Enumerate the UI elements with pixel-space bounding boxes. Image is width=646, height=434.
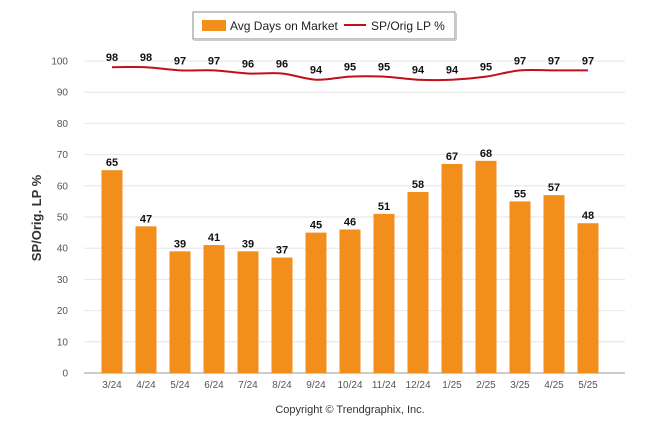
bar-data-label: 41: [208, 232, 220, 244]
y-axis-label: SP/Orig. LP %: [29, 174, 44, 261]
bar-data-label: 65: [106, 157, 118, 169]
y-tick-label: 30: [57, 275, 69, 286]
x-tick-label: 1/25: [442, 380, 462, 391]
chart: Avg Days on Market SP/Orig LP % 0 10 20 30 4…: [0, 0, 646, 434]
line-data-label: 97: [174, 55, 186, 67]
x-tick-label: 7/24: [238, 380, 258, 391]
y-tick-label: 60: [57, 181, 69, 192]
line-data-label: 97: [514, 55, 526, 67]
bar: [170, 251, 191, 373]
x-tick-label: 4/25: [544, 380, 564, 391]
bar-data-label: 68: [480, 148, 492, 160]
y-tick-label: 70: [57, 150, 69, 161]
bar: [408, 192, 429, 373]
line-data-label: 96: [276, 58, 288, 70]
bar: [476, 161, 497, 373]
bar: [204, 245, 225, 373]
y-tick-label: 10: [57, 337, 69, 348]
bar: [578, 223, 599, 373]
line-data-label: 94: [446, 65, 459, 77]
bar-data-label: 48: [582, 210, 594, 222]
x-tick-label: 3/25: [510, 380, 530, 391]
x-tick-label: 11/24: [372, 380, 397, 391]
legend: Avg Days on Market SP/Orig LP %: [193, 12, 456, 40]
bar-data-label: 46: [344, 216, 356, 228]
line-data-label: 97: [582, 55, 594, 67]
x-tick-label: 8/24: [272, 380, 292, 391]
x-axis-ticks: 3/24 4/24 5/24 6/24 7/24 8/24 9/24 10/24 11/24 12…: [102, 380, 598, 391]
line-data-label: 97: [208, 55, 220, 67]
bar-data-label: 58: [412, 179, 424, 191]
bar-data-label: 55: [514, 188, 526, 200]
y-tick-label: 90: [57, 88, 69, 99]
x-tick-label: 3/24: [102, 380, 122, 391]
bar-data-label: 51: [378, 201, 390, 213]
bar: [510, 201, 531, 373]
bar-data-label: 67: [446, 151, 458, 163]
x-tick-label: 12/24: [405, 380, 430, 391]
bar: [102, 170, 123, 373]
legend-swatch-bar: [202, 20, 226, 31]
bar-data-label: 39: [174, 238, 186, 250]
line-data-label: 95: [344, 62, 356, 74]
y-tick-label: 100: [51, 57, 68, 68]
legend-label-bar: Avg Days on Market: [230, 19, 338, 33]
x-tick-label: 6/24: [204, 380, 224, 391]
line-data-label: 95: [480, 62, 492, 74]
bar-data-label: 37: [276, 245, 288, 257]
x-tick-label: 4/24: [136, 380, 156, 391]
bar-data-label: 47: [140, 213, 152, 225]
x-tick-label: 9/24: [306, 380, 326, 391]
bar: [238, 251, 259, 373]
bar: [374, 214, 395, 373]
y-tick-label: 20: [57, 306, 69, 317]
x-tick-label: 2/25: [476, 380, 496, 391]
bar: [442, 164, 463, 373]
line-data-label: 95: [378, 62, 390, 74]
bar: [544, 195, 565, 373]
copyright-text: Copyright © Trendgraphix, Inc.: [275, 404, 424, 416]
bar-data-label: 39: [242, 238, 254, 250]
line-data-label: 94: [310, 65, 323, 77]
y-tick-label: 0: [62, 369, 68, 380]
y-tick-label: 50: [57, 213, 69, 224]
x-tick-label: 5/25: [578, 380, 598, 391]
bar-data-label: 45: [310, 220, 322, 232]
line-data-label: 94: [412, 65, 425, 77]
y-axis-ticks: 0 10 20 30 40 50 60 70 80 90 100: [51, 57, 68, 380]
bar-data-label: 57: [548, 182, 560, 194]
bar: [306, 233, 327, 373]
bar: [272, 258, 293, 373]
line-data-label: 96: [242, 58, 254, 70]
x-tick-label: 10/24: [337, 380, 362, 391]
line-data-label: 98: [106, 52, 118, 64]
line-data-label: 97: [548, 55, 560, 67]
bar: [340, 229, 361, 373]
bar: [136, 226, 157, 373]
y-tick-label: 40: [57, 244, 69, 255]
legend-label-line: SP/Orig LP %: [371, 19, 445, 33]
y-tick-label: 80: [57, 119, 69, 130]
line-data-label: 98: [140, 52, 152, 64]
x-tick-label: 5/24: [170, 380, 190, 391]
